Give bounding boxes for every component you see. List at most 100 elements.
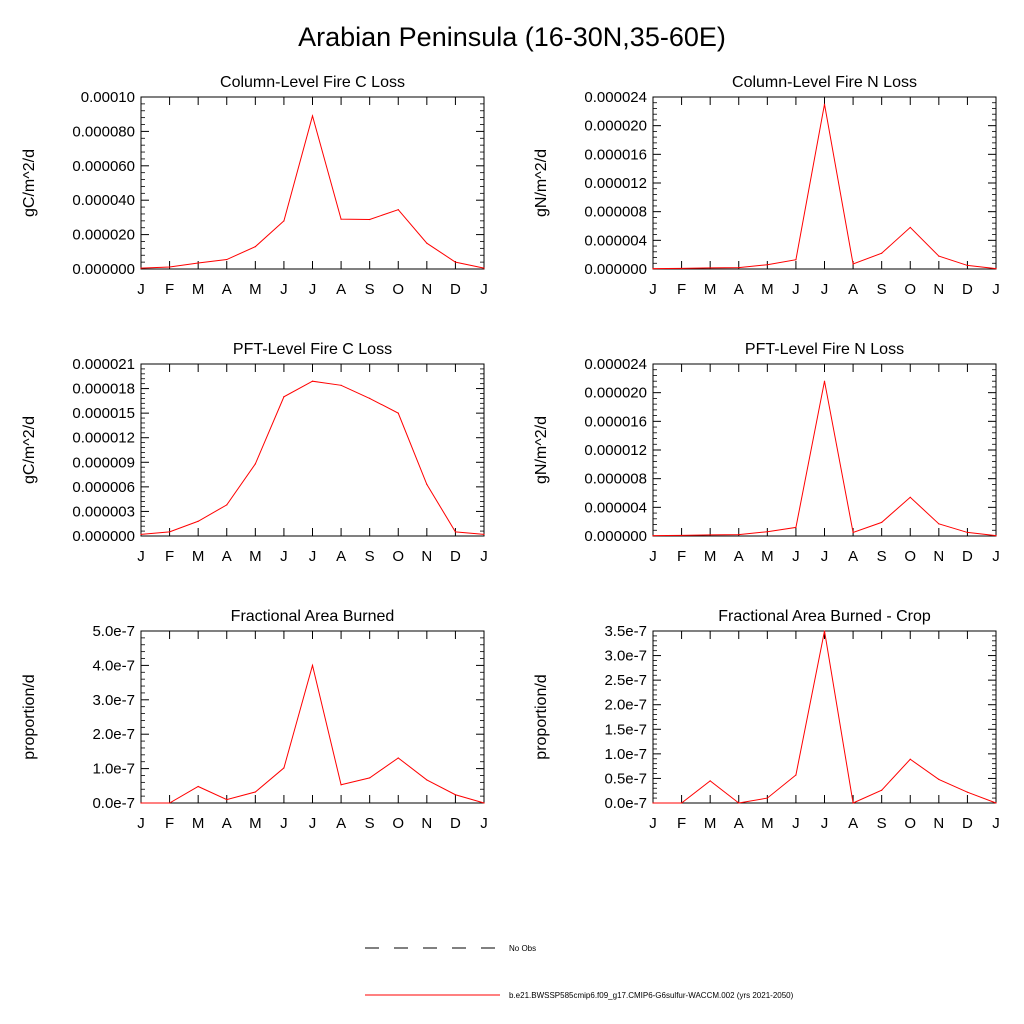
plot-frame xyxy=(652,96,997,270)
x-tick-label: F xyxy=(165,548,174,565)
y-tick-label: 0.000021 xyxy=(72,356,135,373)
legend xyxy=(365,947,500,996)
data-point xyxy=(168,802,171,804)
data-point xyxy=(426,779,428,781)
y-tick-label: 1.0e-7 xyxy=(92,761,135,778)
data-point xyxy=(823,380,826,382)
x-tick-label: M xyxy=(192,548,205,565)
x-tick-label: J xyxy=(992,815,1000,832)
x-tick-label: D xyxy=(962,548,973,565)
data-point xyxy=(454,531,457,533)
chart-title: Fractional Area Burned - Crop xyxy=(718,608,931,625)
series-line xyxy=(141,663,485,804)
x-tick-label: J xyxy=(792,548,800,565)
data-point xyxy=(254,791,256,793)
y-axis-label: gN/m^2/d xyxy=(533,416,550,484)
data-point xyxy=(738,802,740,804)
y-tick-label: 0.000015 xyxy=(72,405,135,422)
x-tick-label: J xyxy=(309,281,317,298)
x-tick-label: D xyxy=(962,815,973,832)
x-tick-label: S xyxy=(877,815,887,832)
y-tick-label: 2.0e-7 xyxy=(604,697,647,714)
y-tick-label: 0.000020 xyxy=(584,385,647,402)
data-point xyxy=(766,531,768,533)
y-tick-label: 1.5e-7 xyxy=(604,721,647,738)
x-tick-label: D xyxy=(450,281,461,298)
y-tick-label: 0.000020 xyxy=(584,118,647,135)
series-line xyxy=(140,114,485,269)
data-point xyxy=(652,535,654,537)
x-tick-label: J xyxy=(480,815,488,832)
x-tick-label: A xyxy=(848,815,858,832)
y-tick-label: 0.000024 xyxy=(584,356,647,373)
x-tick-label: A xyxy=(222,281,232,298)
x-tick-label: J xyxy=(309,548,317,565)
data-point xyxy=(823,103,826,105)
x-tick-label: A xyxy=(734,548,744,565)
chart-title: PFT-Level Fire C Loss xyxy=(233,341,392,358)
x-tick-label: M xyxy=(192,815,205,832)
data-point xyxy=(254,463,256,465)
y-tick-label: 0.0e-7 xyxy=(92,795,135,812)
x-tick-label: J xyxy=(992,548,1000,565)
data-point xyxy=(652,268,654,270)
data-point xyxy=(680,267,683,270)
x-tick-label: S xyxy=(877,281,887,298)
y-tick-label: 0.000000 xyxy=(72,528,135,545)
data-point xyxy=(454,261,457,263)
data-point xyxy=(995,802,997,804)
x-tick-label: M xyxy=(249,815,262,832)
x-tick-label: O xyxy=(392,548,404,565)
data-point xyxy=(340,384,342,386)
x-tick-label: S xyxy=(365,281,375,298)
data-point xyxy=(168,531,171,533)
data-point xyxy=(709,780,711,782)
data-point xyxy=(140,533,142,535)
data-point xyxy=(852,802,854,804)
y-tick-label: 0.000004 xyxy=(584,499,647,516)
y-axis-label: gC/m^2/d xyxy=(21,416,38,484)
x-tick-label: J xyxy=(821,815,829,832)
x-tick-label: J xyxy=(137,548,145,565)
data-point xyxy=(795,774,797,776)
y-axis-label: gC/m^2/d xyxy=(21,149,38,217)
data-point xyxy=(369,777,371,779)
data-point xyxy=(369,218,371,221)
data-point xyxy=(426,483,428,485)
x-tick-label: A xyxy=(734,815,744,832)
x-tick-label: F xyxy=(165,815,174,832)
x-tick-label: F xyxy=(677,815,686,832)
legend-label-model: b.e21.BWSSP585cmip6.f09_g17.CMIP6-G6sulf… xyxy=(509,991,794,1000)
x-tick-label: D xyxy=(962,281,973,298)
y-tick-label: 0.000016 xyxy=(584,146,647,163)
data-point xyxy=(795,259,797,261)
chart-title: Column-Level Fire C Loss xyxy=(220,74,405,91)
x-tick-label: A xyxy=(336,548,346,565)
data-point xyxy=(795,526,797,529)
plot-frame xyxy=(140,630,485,804)
chart-panel-6: J F M A M J J A S O N D J0.0e-70.5e-71.0e-71.5e-72.0… xyxy=(533,608,1000,832)
y-tick-label: 3.5e-7 xyxy=(604,623,647,640)
x-tick-label: J xyxy=(821,548,829,565)
y-tick-label: 0.0e-7 xyxy=(604,795,647,812)
chart-title: PFT-Level Fire N Loss xyxy=(745,341,904,358)
page-title: Arabian Peninsula (16-30N,35-60E) xyxy=(298,22,726,52)
y-tick-label: 0.000000 xyxy=(72,261,135,278)
data-point xyxy=(483,533,485,535)
data-point xyxy=(283,220,285,222)
data-point xyxy=(652,802,654,804)
x-tick-label: M xyxy=(192,281,205,298)
x-tick-label: A xyxy=(848,281,858,298)
data-point xyxy=(966,531,969,534)
chart-panel-2: J F M A M J J A S O N D J0.0000000.0000040.0000080.0… xyxy=(533,74,1000,298)
data-point xyxy=(197,262,199,264)
y-tick-label: 0.000009 xyxy=(72,454,135,471)
x-tick-label: J xyxy=(792,815,800,832)
y-tick-label: 0.000018 xyxy=(72,381,135,398)
x-tick-label: M xyxy=(761,548,774,565)
y-tick-label: 0.000040 xyxy=(72,192,135,209)
data-point xyxy=(995,268,997,270)
y-tick-label: 4.0e-7 xyxy=(92,657,135,674)
x-tick-label: J xyxy=(280,548,288,565)
data-point xyxy=(197,520,199,522)
